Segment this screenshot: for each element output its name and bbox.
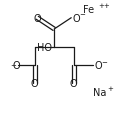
Text: O: O [94, 60, 102, 70]
Text: −: − [11, 62, 16, 68]
Text: O: O [33, 14, 41, 24]
Text: O: O [13, 60, 20, 70]
Text: Fe: Fe [83, 5, 94, 15]
Text: O: O [70, 78, 77, 88]
Text: −: − [101, 59, 107, 65]
Text: O: O [31, 78, 38, 88]
Text: ++: ++ [98, 3, 110, 9]
Text: O: O [72, 14, 80, 24]
Text: Na: Na [93, 87, 107, 97]
Text: +: + [107, 85, 113, 91]
Text: −: − [79, 12, 85, 18]
Text: HO: HO [37, 43, 52, 53]
